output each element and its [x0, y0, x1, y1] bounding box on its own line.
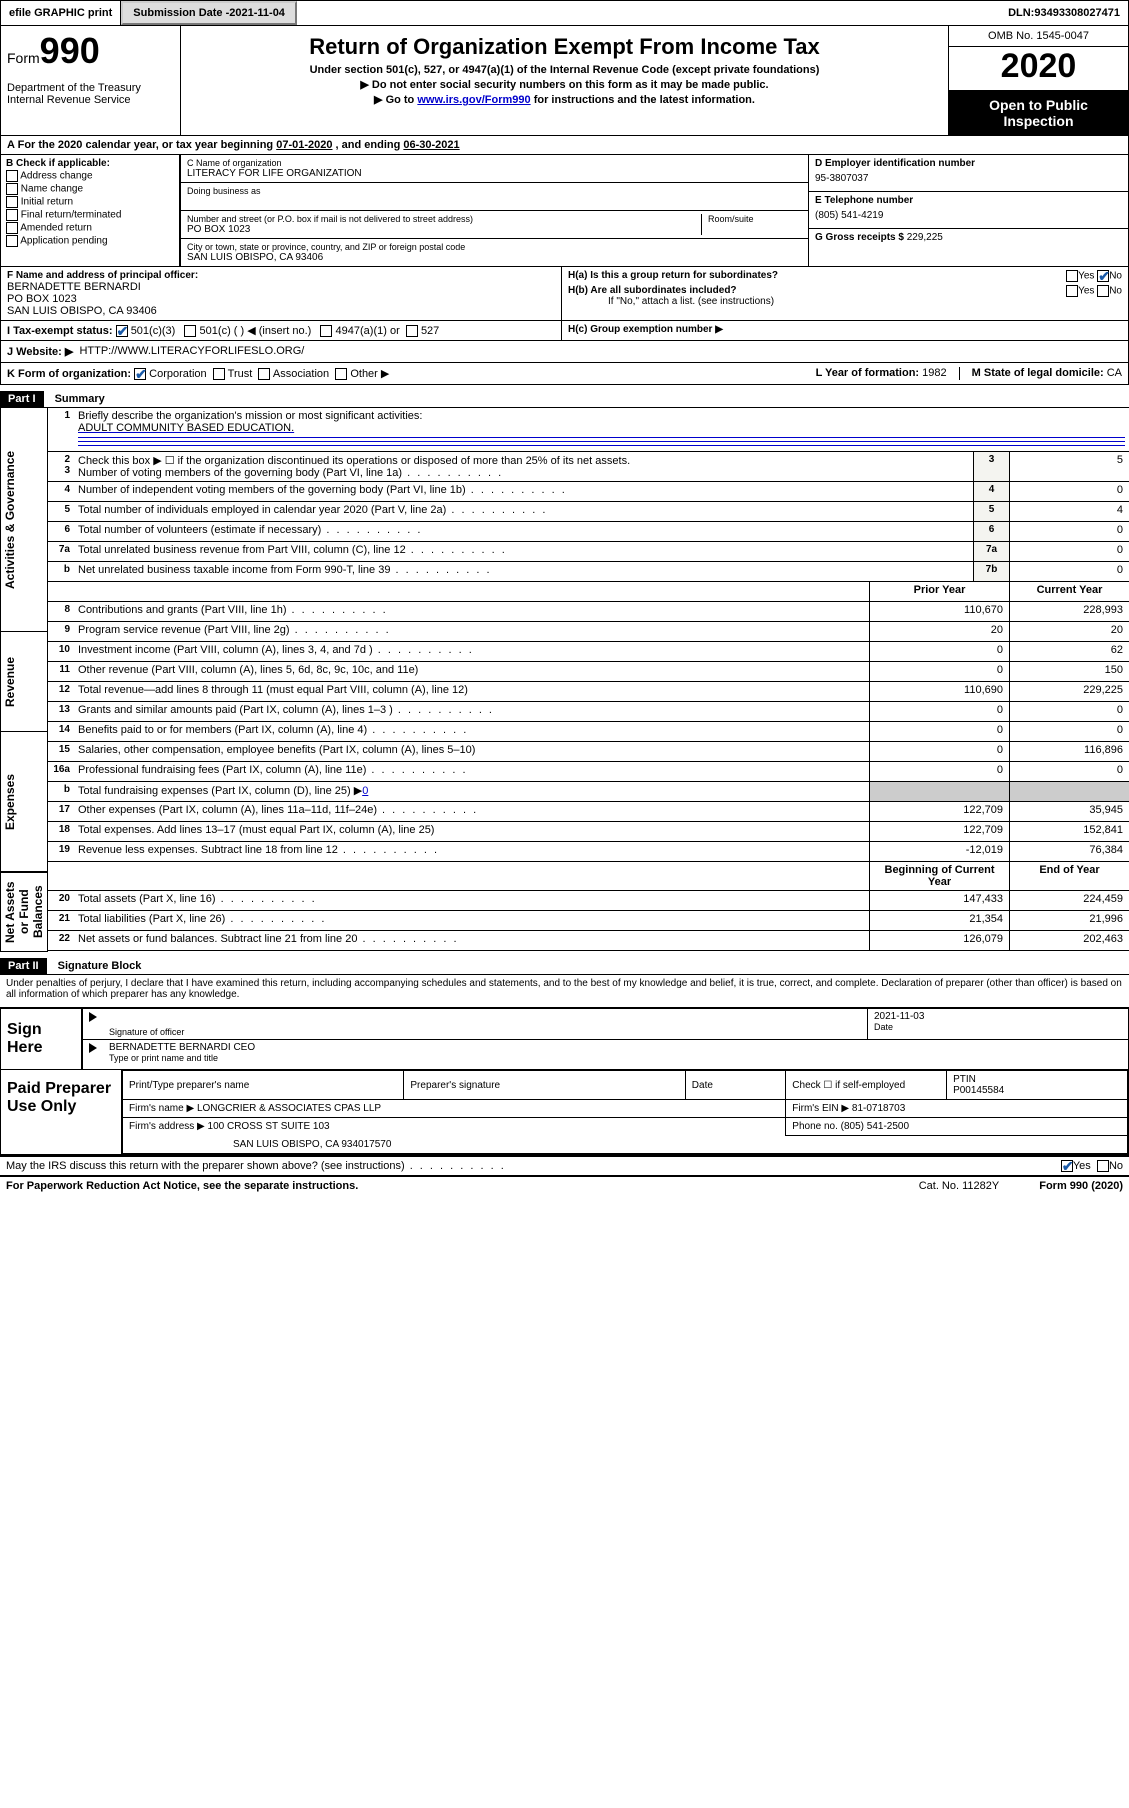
gross-receipts: 229,225	[907, 232, 943, 243]
subtitle-3: ▶ Go to www.irs.gov/Form990 for instruct…	[185, 93, 944, 106]
telephone: (805) 541-4219	[815, 206, 1122, 225]
dln: DLN: 93493308027471	[1000, 1, 1128, 25]
section-f: F Name and address of principal officer:…	[1, 267, 561, 320]
org-name: LITERACY FOR LIFE ORGANIZATION	[187, 168, 802, 179]
instructions-link[interactable]: www.irs.gov/Form990	[417, 94, 530, 106]
section-m: M State of legal domicile: CA	[959, 367, 1122, 380]
side-expenses: Expenses	[0, 732, 48, 872]
org-address: PO BOX 1023	[187, 224, 695, 235]
open-public: Open to Public Inspection	[949, 91, 1128, 135]
section-deg: D Employer identification number 95-3807…	[808, 155, 1128, 266]
submission-date: Submission Date - 2021-11-04	[121, 1, 297, 25]
signature-date: 2021-11-03	[874, 1011, 1122, 1022]
org-city: SAN LUIS OBISPO, CA 93406	[187, 252, 802, 263]
firm-address: 100 CROSS ST SUITE 103	[208, 1121, 330, 1132]
side-revenue: Revenue	[0, 632, 48, 732]
arrow-icon	[89, 1012, 97, 1022]
officer-name: BERNADETTE BERNARDI CEO	[109, 1042, 1122, 1053]
efile-label: efile GRAPHIC print	[1, 1, 121, 25]
section-h: H(a) Is this a group return for subordin…	[561, 267, 1128, 320]
form-title: Return of Organization Exempt From Incom…	[185, 34, 944, 60]
arrow-icon	[89, 1043, 97, 1053]
section-b: B Check if applicable: Address change Na…	[1, 155, 181, 266]
subtitle-2: ▶ Do not enter social security numbers o…	[185, 78, 944, 91]
declaration: Under penalties of perjury, I declare th…	[0, 975, 1129, 1003]
discuss-row: May the IRS discuss this return with the…	[0, 1155, 1129, 1175]
section-k-l-m: K Form of organization: Corporation Trus…	[0, 363, 1129, 385]
section-i-hc: I Tax-exempt status: 501(c)(3) 501(c) ( …	[0, 321, 1129, 341]
sign-here-label: Sign Here	[1, 1009, 81, 1069]
part2-title: Signature Block	[50, 958, 150, 974]
website: HTTP://WWW.LITERACYFORLIFESLO.ORG/	[79, 345, 304, 358]
omb-number: OMB No. 1545-0047	[949, 26, 1128, 47]
subtitle-1: Under section 501(c), 527, or 4947(a)(1)…	[185, 64, 944, 76]
firm-name: LONGCRIER & ASSOCIATES CPAS LLP	[197, 1103, 381, 1114]
section-f-h: F Name and address of principal officer:…	[0, 267, 1129, 321]
side-activities: Activities & Governance	[0, 408, 48, 632]
page-footer: For Paperwork Reduction Act Notice, see …	[0, 1175, 1129, 1195]
section-i: I Tax-exempt status: 501(c)(3) 501(c) ( …	[1, 321, 561, 340]
form-header: Form990 Department of the Treasury Inter…	[0, 26, 1129, 136]
part1-title: Summary	[47, 391, 113, 407]
signature-block: Sign Here Signature of officer 2021-11-0…	[0, 1007, 1129, 1155]
entity-block: B Check if applicable: Address change Na…	[0, 155, 1129, 267]
preparer-table: Print/Type preparer's name Preparer's si…	[122, 1070, 1128, 1154]
dept-treasury: Department of the Treasury Internal Reve…	[7, 82, 174, 106]
part1-header: Part I	[0, 391, 44, 407]
form-number: Form990	[7, 30, 174, 72]
part2-header: Part II	[0, 958, 47, 974]
tax-period: A For the 2020 calendar year, or tax yea…	[0, 136, 1129, 155]
section-j: J Website: ▶ HTTP://WWW.LITERACYFORLIFES…	[0, 341, 1129, 363]
firm-ein: 81-0718703	[852, 1103, 905, 1114]
section-l: L Year of formation: 1982	[804, 367, 959, 380]
topbar: efile GRAPHIC print Submission Date - 20…	[0, 0, 1129, 26]
cat-no: Cat. No. 11282Y	[879, 1180, 1040, 1192]
part1-summary: Activities & Governance Revenue Expenses…	[0, 408, 1129, 952]
side-net-assets: Net Assets or Fund Balances	[0, 872, 48, 952]
section-c: C Name of organization LITERACY FOR LIFE…	[181, 155, 808, 266]
form-footer: Form 990 (2020)	[1039, 1180, 1123, 1192]
paid-preparer-label: Paid Preparer Use Only	[1, 1070, 121, 1154]
firm-phone: (805) 541-2500	[841, 1121, 909, 1132]
ein: 95-3807037	[815, 169, 1122, 188]
v3: 5	[1009, 452, 1129, 481]
mission-text: ADULT COMMUNITY BASED EDUCATION.	[78, 422, 294, 434]
tax-year: 2020	[949, 47, 1128, 91]
ptin: P00145584	[953, 1085, 1004, 1096]
section-k: K Form of organization: Corporation Trus…	[7, 367, 389, 380]
